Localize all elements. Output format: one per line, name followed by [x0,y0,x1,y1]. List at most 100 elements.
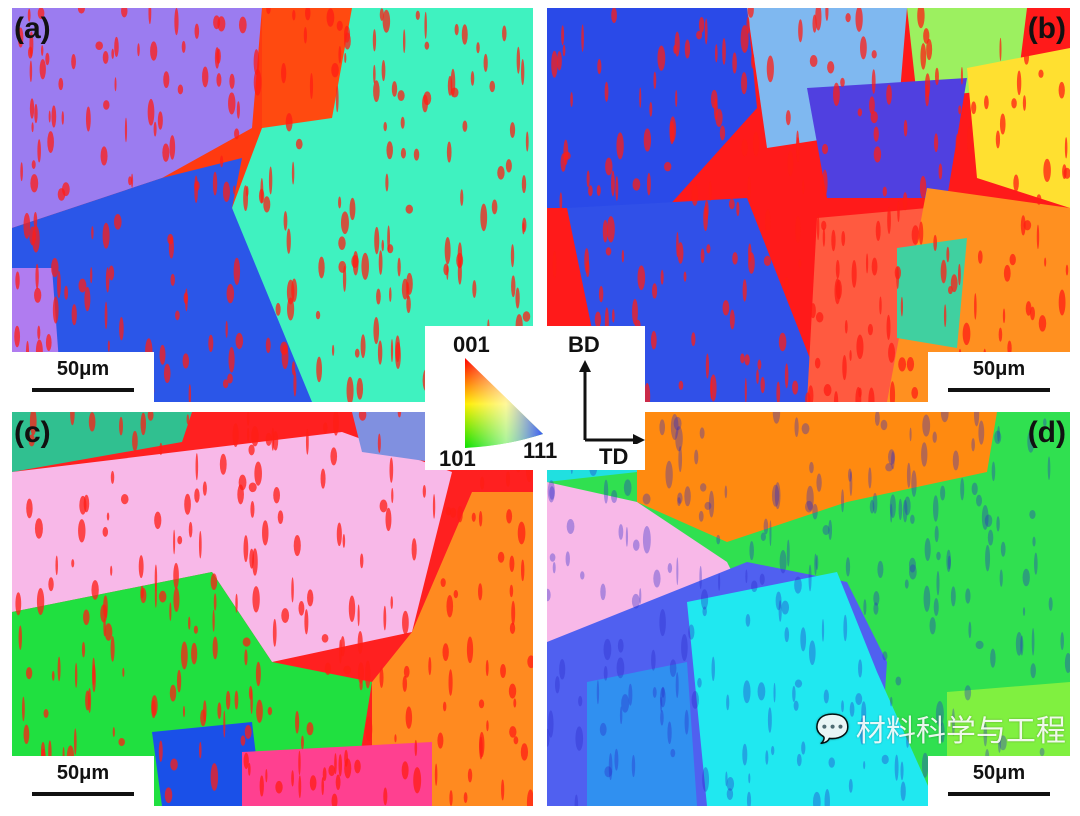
texture-mark [213,15,221,30]
texture-mark [794,417,799,438]
texture-mark [841,489,845,513]
texture-mark [740,25,749,53]
texture-mark [1064,653,1070,674]
texture-mark [462,120,468,132]
texture-mark [23,212,31,239]
texture-mark [229,73,235,89]
texture-mark [502,25,507,42]
texture-mark [611,170,615,197]
texture-mark [1020,635,1024,656]
texture-mark [747,176,751,201]
texture-mark [710,376,713,400]
texture-mark [857,108,863,117]
texture-mark [926,38,933,61]
texture-mark [333,412,339,436]
texture-mark [929,617,936,635]
texture-mark [650,331,657,350]
texture-mark [383,121,387,132]
texture-mark [486,720,489,732]
texture-mark [480,476,485,490]
texture-mark [760,532,766,542]
texture-mark [336,522,342,547]
texture-mark [511,600,516,626]
texture-mark [741,72,748,95]
texture-mark [994,430,1002,444]
texture-mark [169,135,176,160]
texture-mark [990,648,996,668]
texture-mark [476,42,480,54]
texture-mark [51,670,55,681]
texture-mark [491,199,498,215]
texture-mark [55,555,58,576]
texture-mark [1036,194,1042,205]
texture-mark [684,709,689,735]
texture-mark [320,468,326,489]
axis-label-bd: BD [568,332,600,357]
texture-mark [985,544,991,572]
texture-mark [974,293,977,320]
texture-mark [376,288,381,305]
texture-mark [295,138,303,150]
texture-mark [559,192,563,212]
texture-mark [773,682,776,703]
texture-mark [254,461,262,486]
scale-bar-label: 50μm [972,358,1026,380]
texture-mark [868,467,872,489]
texture-mark [271,427,275,451]
texture-mark [670,413,679,440]
texture-mark [882,186,887,197]
texture-mark [113,214,122,230]
texture-mark [275,780,283,794]
texture-mark [73,728,77,755]
texture-mark [228,347,235,373]
texture-mark [163,363,171,384]
texture-mark [844,319,848,334]
texture-mark [933,495,939,522]
texture-mark [326,8,335,27]
texture-mark [771,484,780,507]
texture-mark [902,499,908,523]
texture-mark [285,113,293,132]
ipf-triangle [465,358,543,448]
texture-mark [1029,509,1036,519]
texture-mark [106,512,110,521]
texture-mark [37,139,41,163]
texture-mark [623,479,632,496]
texture-mark [898,357,907,372]
texture-mark [848,778,853,793]
texture-mark [845,12,851,23]
texture-mark [305,8,311,21]
texture-mark [170,758,178,771]
texture-mark [1058,289,1066,316]
texture-mark [598,285,604,303]
texture-mark [849,471,853,496]
texture-mark [173,587,180,612]
texture-mark [842,355,847,381]
texture-mark [219,453,227,475]
texture-mark [159,442,163,456]
texture-mark [158,740,163,762]
texture-mark [110,636,115,662]
texture-mark [153,121,157,137]
texture-mark [711,656,715,681]
texture-mark [984,514,993,528]
texture-mark [509,555,515,572]
texture-mark [338,196,342,209]
texture-mark [900,761,904,781]
texture-mark [29,412,37,436]
texture-mark [157,111,163,130]
texture-mark [868,387,875,402]
texture-mark [849,350,852,362]
texture-mark [330,447,338,466]
texture-mark [726,788,734,800]
texture-mark [509,122,516,138]
texture-mark [349,197,356,221]
texture-mark [21,696,25,722]
texture-mark [323,422,328,433]
texture-mark [548,710,554,738]
texture-mark [628,683,633,706]
texture-mark [632,298,638,325]
texture-mark [248,482,257,493]
texture-mark [808,564,812,592]
orientation-legend: 001 101 111 BD TD [425,326,645,471]
